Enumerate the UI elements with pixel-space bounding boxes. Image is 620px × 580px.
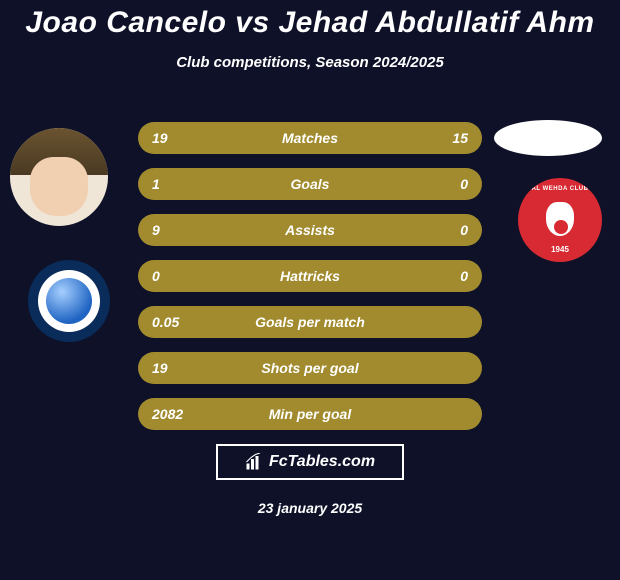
- stat-row: 19 Matches 15: [138, 122, 482, 154]
- stat-row: 0 Hattricks 0: [138, 260, 482, 292]
- stat-right-value: 0: [460, 176, 468, 192]
- player-left-avatar: [10, 128, 108, 226]
- stat-label: Shots per goal: [138, 360, 482, 376]
- club-left-badge: [28, 260, 110, 342]
- stat-right-value: 0: [460, 222, 468, 238]
- stat-row: 19 Shots per goal: [138, 352, 482, 384]
- stat-left-value: 1: [152, 176, 160, 192]
- stat-label: Goals: [138, 176, 482, 192]
- stat-right-value: 15: [452, 130, 468, 146]
- stat-label: Min per goal: [138, 406, 482, 422]
- player-right-avatar: [494, 120, 602, 156]
- club-right-name: AL WEHDA CLUB: [518, 186, 602, 192]
- stat-left-value: 9: [152, 222, 160, 238]
- page-subtitle: Club competitions, Season 2024/2025: [0, 54, 620, 71]
- brand-box[interactable]: FcTables.com: [216, 444, 404, 480]
- page-title: Joao Cancelo vs Jehad Abdullatif Ahm: [0, 6, 620, 40]
- bar-chart-icon: [245, 453, 263, 471]
- stat-label: Assists: [138, 222, 482, 238]
- stat-row: 9 Assists 0: [138, 214, 482, 246]
- club-right-year: 1945: [518, 245, 602, 254]
- brand-label: FcTables.com: [269, 453, 375, 471]
- stat-label: Hattricks: [138, 268, 482, 284]
- footer-date: 23 january 2025: [0, 500, 620, 516]
- stat-label: Matches: [138, 130, 482, 146]
- stat-left-value: 0: [152, 268, 160, 284]
- stat-row: 0.05 Goals per match: [138, 306, 482, 338]
- stat-left-value: 0.05: [152, 314, 179, 330]
- stat-row: 1 Goals 0: [138, 168, 482, 200]
- comparison-card: Joao Cancelo vs Jehad Abdullatif Ahm Clu…: [0, 0, 620, 580]
- stat-left-value: 2082: [152, 406, 183, 422]
- stat-row: 2082 Min per goal: [138, 398, 482, 430]
- stat-left-value: 19: [152, 130, 168, 146]
- stat-right-value: 0: [460, 268, 468, 284]
- stats-table: 19 Matches 15 1 Goals 0 9 Assists 0 0 Ha…: [138, 122, 482, 444]
- stat-label: Goals per match: [138, 314, 482, 330]
- stat-left-value: 19: [152, 360, 168, 376]
- club-right-badge: AL WEHDA CLUB 1945: [518, 178, 602, 262]
